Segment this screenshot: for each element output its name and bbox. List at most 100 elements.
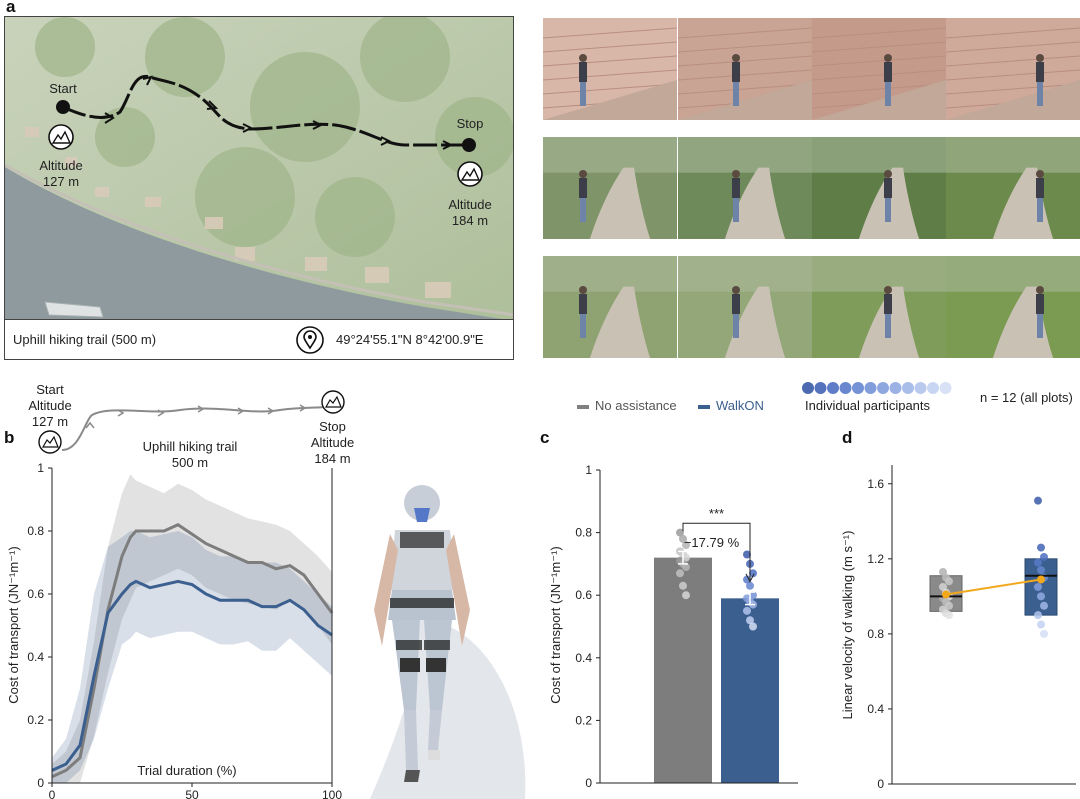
legend-participant-dots — [802, 382, 952, 394]
participant-photo — [946, 137, 1080, 239]
y-tick-label: 0.2 — [575, 713, 592, 727]
b-start-altitude: Altitude 127 m — [28, 398, 72, 429]
arrow-head — [745, 573, 755, 583]
participant-point — [945, 601, 953, 610]
legend-participant-dot — [852, 382, 864, 394]
map-aerial-drawing — [5, 17, 513, 321]
participant-point — [743, 550, 751, 559]
y-tick-label: 0 — [585, 776, 592, 790]
participant-point — [743, 606, 751, 615]
map-start-label: Start — [49, 81, 77, 96]
mean-point — [1037, 575, 1045, 584]
participant-point — [1037, 566, 1045, 575]
legend-participant-dot — [827, 382, 839, 394]
legend-participant-dot — [902, 382, 914, 394]
panel-label-d: d — [842, 428, 853, 447]
map-start-altitude: Altitude 127 m — [39, 158, 83, 189]
participant-point — [743, 575, 751, 584]
line-walkon — [51, 579, 333, 772]
participant-point — [1040, 552, 1048, 561]
y-tick-label: 0.8 — [27, 524, 44, 538]
sample-size-note: n = 12 (all plots) — [980, 390, 1073, 405]
participant-point — [746, 581, 754, 590]
participant-point — [1037, 543, 1045, 552]
participant-point — [1034, 582, 1042, 591]
participant-point — [676, 569, 684, 578]
participant-point — [746, 616, 754, 625]
x-tick-label: 50 — [185, 788, 199, 799]
band-no-assistance — [52, 474, 332, 783]
participant-point — [945, 577, 953, 586]
start-mountain-icon — [48, 124, 74, 150]
panel-label-c: c — [540, 428, 550, 447]
trail-schematic — [38, 390, 345, 454]
walkon-exosuit-illustration — [370, 485, 526, 799]
panel-label-a: a — [6, 0, 16, 16]
participant-point — [1040, 629, 1048, 638]
legend-participant-dot — [814, 382, 827, 394]
chart-d-velocity-box: 0 0.4 0.8 1.2 1.6 Linear velocity of walking … — [840, 465, 1076, 791]
y-tick-label: 1 — [585, 463, 592, 477]
legend-no-assistance-swatch — [577, 405, 589, 409]
participant-point — [1040, 601, 1048, 610]
start-altitude-icon — [38, 430, 62, 454]
trail-length-label: Uphill hiking trail (500 m) — [13, 332, 157, 347]
participant-point — [679, 534, 687, 543]
y-tick-label: 0 — [37, 776, 44, 790]
y-tick-label: 1 — [37, 461, 44, 475]
legend-participant-dot — [839, 382, 852, 394]
participant-point — [749, 591, 757, 600]
y-tick-label: 1.2 — [867, 552, 884, 566]
bar-no-assistance — [654, 557, 712, 783]
chart-b-cost-of-transport-over-time: 0 0.2 0.4 0.6 0.8 1 0 50 100 Trial duration (%) Co… — [6, 461, 342, 799]
y-tick-label: 0.6 — [27, 587, 44, 601]
participant-photo — [678, 18, 812, 120]
y-tick-label: 0.4 — [867, 702, 884, 716]
y-tick-label: 0 — [877, 777, 884, 791]
mean-point — [942, 590, 950, 599]
participant-point — [749, 569, 757, 578]
legend-no-assistance-label: No assistance — [595, 398, 677, 413]
participant-photo — [812, 18, 946, 120]
y-tick-label: 0.4 — [27, 650, 44, 664]
legend-participant-dot — [914, 382, 927, 394]
participant-point — [945, 611, 953, 620]
participant-photo — [946, 18, 1080, 120]
participant-point — [682, 541, 690, 550]
participant-photo — [946, 256, 1080, 358]
y-axis-label: Linear velocity of walking (m s⁻¹) — [840, 531, 855, 720]
b-start-label: Start — [36, 382, 64, 397]
mean-connector — [945, 578, 1042, 596]
participant-point — [1037, 592, 1045, 601]
legend-walkon-label: WalkON — [716, 398, 764, 413]
legend-individual-label: Individual participants — [805, 398, 931, 413]
panel-label-b: b — [4, 428, 15, 447]
b-stop-label: Stop Altitude 184 m — [310, 419, 355, 466]
participant-point — [1034, 611, 1042, 620]
x-axis-label: Trial duration (%) — [137, 763, 236, 778]
y-tick-label: 0.8 — [867, 627, 884, 641]
map-pin-icon — [295, 325, 325, 355]
participant-point — [1034, 496, 1042, 505]
legend-participant-dot — [939, 382, 952, 394]
x-tick-label: 0 — [49, 788, 56, 799]
stop-mountain-icon — [457, 161, 483, 187]
participant-point — [749, 622, 757, 631]
y-tick-label: 1.6 — [867, 477, 884, 491]
x-tick-label: 100 — [322, 788, 342, 799]
participant-photo — [543, 18, 677, 120]
legend-participant-dot — [864, 382, 877, 394]
participant-photo — [678, 256, 812, 358]
significance-bracket — [682, 522, 751, 580]
stop-marker — [462, 138, 476, 152]
legend-participant-dot — [877, 382, 889, 394]
legend-participant-dot — [802, 382, 814, 394]
participant-photo — [812, 256, 946, 358]
y-tick-label: 0.6 — [575, 588, 592, 602]
y-tick-label: 0.2 — [27, 713, 44, 727]
b-trail-label: Uphill hiking trail 500 m — [142, 439, 238, 470]
participant-photo — [812, 137, 946, 239]
gps-coordinates: 49°24'55.1"N 8°42'00.9"E — [336, 332, 484, 347]
start-marker — [56, 100, 70, 114]
significance-stars: *** — [709, 506, 724, 521]
